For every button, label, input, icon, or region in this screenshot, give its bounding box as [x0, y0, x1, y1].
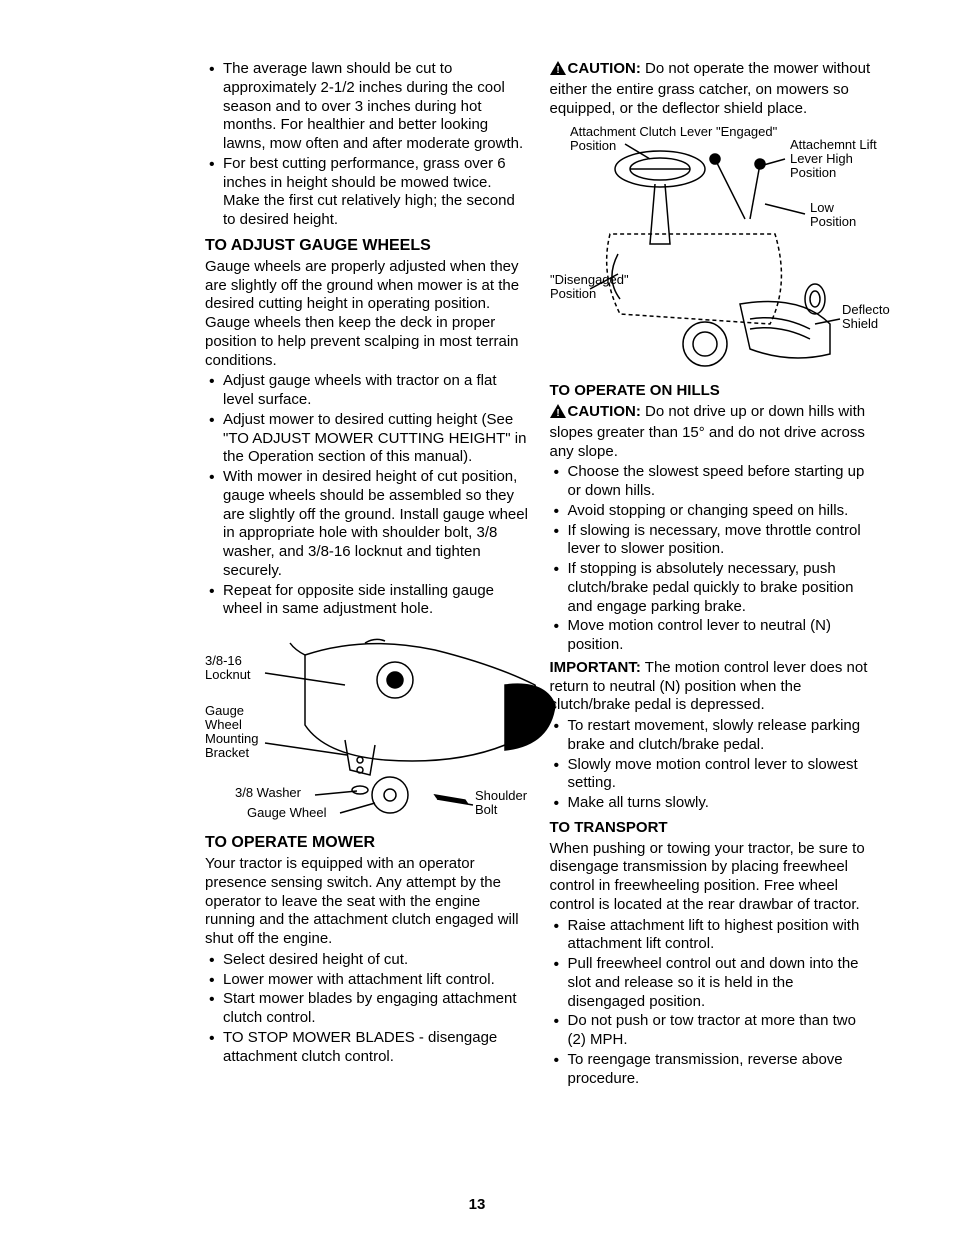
- hills-bullets: Choose the slowest speed before starting…: [550, 463, 875, 655]
- list-item: Start mower blades by engaging attachmen…: [205, 990, 530, 1028]
- operate-mower-para: Your tractor is equipped with an operato…: [205, 855, 530, 949]
- list-item: To restart movement, slowly release park…: [550, 717, 875, 755]
- list-item: Choose the slowest speed before starting…: [550, 463, 875, 501]
- caution-mower: ! CAUTION: Do not operate the mower with…: [550, 60, 875, 118]
- list-item: If stopping is absolutely necessary, pus…: [550, 560, 875, 616]
- caution-label: CAUTION:: [568, 403, 641, 420]
- label-gauge-wheel: Gauge Wheel: [247, 805, 327, 820]
- clutch-lever-figure: Attachment Clutch Lever "Engaged" Positi…: [550, 124, 875, 374]
- hills-caution: ! CAUTION: Do not drive up or down hills…: [550, 403, 875, 461]
- important-label: IMPORTANT:: [550, 659, 641, 676]
- transport-heading: TO TRANSPORT: [550, 819, 875, 838]
- warning-icon: !: [550, 404, 566, 424]
- hills-important: IMPORTANT: The motion control lever does…: [550, 659, 875, 715]
- transport-para: When pushing or towing your tractor, be …: [550, 840, 875, 915]
- label-deflector: DeflectorShield: [842, 302, 890, 331]
- transport-bullets: Raise attachment lift to highest positio…: [550, 917, 875, 1089]
- list-item: Slowly move motion control lever to slow…: [550, 756, 875, 794]
- list-item: Make all turns slowly.: [550, 794, 875, 813]
- hills-heading: TO OPERATE ON HILLS: [550, 382, 875, 401]
- list-item: Select desired height of cut.: [205, 951, 530, 970]
- list-item: Lower mower with attachment lift control…: [205, 971, 530, 990]
- list-item: Do not push or tow tractor at more than …: [550, 1012, 875, 1050]
- list-item: With mower in desired height of cut posi…: [205, 468, 530, 581]
- list-item: For best cutting performance, grass over…: [205, 155, 530, 230]
- gauge-wheels-para: Gauge wheels are properly adjusted when …: [205, 258, 530, 371]
- list-item: Raise attachment lift to highest positio…: [550, 917, 875, 955]
- svg-text:!: !: [556, 65, 559, 75]
- label-engaged-pos: Position: [570, 138, 616, 153]
- list-item: Pull freewheel control out and down into…: [550, 955, 875, 1011]
- manual-page: The average lawn should be cut to approx…: [0, 0, 954, 1112]
- list-item: If slowing is necessary, move throttle c…: [550, 522, 875, 560]
- label-low: LowPosition: [810, 200, 856, 229]
- label-washer: 3/8 Washer: [235, 785, 302, 800]
- clutch-lever-diagram: Attachment Clutch Lever "Engaged" Positi…: [550, 124, 890, 374]
- list-item: To reengage transmission, reverse above …: [550, 1051, 875, 1089]
- label-engaged: Attachment Clutch Lever "Engaged": [570, 124, 778, 139]
- gauge-wheels-bullets: Adjust gauge wheels with tractor on a fl…: [205, 372, 530, 619]
- list-item: Move motion control lever to neutral (N)…: [550, 617, 875, 655]
- gauge-wheel-figure: 3/8-16Locknut GaugeWheelMountingBracket …: [205, 625, 530, 825]
- svg-text:!: !: [556, 408, 559, 418]
- list-item: Adjust gauge wheels with tractor on a fl…: [205, 372, 530, 410]
- label-locknut: 3/8-16Locknut: [205, 653, 251, 682]
- gauge-wheels-heading: TO ADJUST GAUGE WHEELS: [205, 236, 530, 256]
- list-item: TO STOP MOWER BLADES - disengage attachm…: [205, 1029, 530, 1067]
- page-number: 13: [469, 1196, 486, 1215]
- label-shoulder-bolt: ShoulderBolt: [475, 788, 528, 817]
- caution-label: CAUTION:: [568, 60, 641, 77]
- operate-mower-bullets: Select desired height of cut. Lower mowe…: [205, 951, 530, 1067]
- list-item: Repeat for opposite side installing gaug…: [205, 582, 530, 620]
- right-column: ! CAUTION: Do not operate the mower with…: [550, 60, 915, 1092]
- list-item: The average lawn should be cut to approx…: [205, 60, 530, 154]
- warning-icon: !: [550, 61, 566, 81]
- label-lift-high: Attachemnt LiftLever HighPosition: [790, 137, 877, 180]
- intro-bullet-list: The average lawn should be cut to approx…: [205, 60, 530, 230]
- operate-mower-heading: TO OPERATE MOWER: [205, 833, 530, 853]
- gauge-wheel-diagram: 3/8-16Locknut GaugeWheelMountingBracket …: [205, 625, 565, 825]
- label-bracket: GaugeWheelMountingBracket: [205, 703, 258, 760]
- list-item: Avoid stopping or changing speed on hill…: [550, 502, 875, 521]
- hills-bullets-2: To restart movement, slowly release park…: [550, 717, 875, 813]
- left-column: The average lawn should be cut to approx…: [40, 60, 530, 1092]
- label-disengaged: "Disengaged"Position: [550, 272, 629, 301]
- list-item: Adjust mower to desired cutting height (…: [205, 411, 530, 467]
